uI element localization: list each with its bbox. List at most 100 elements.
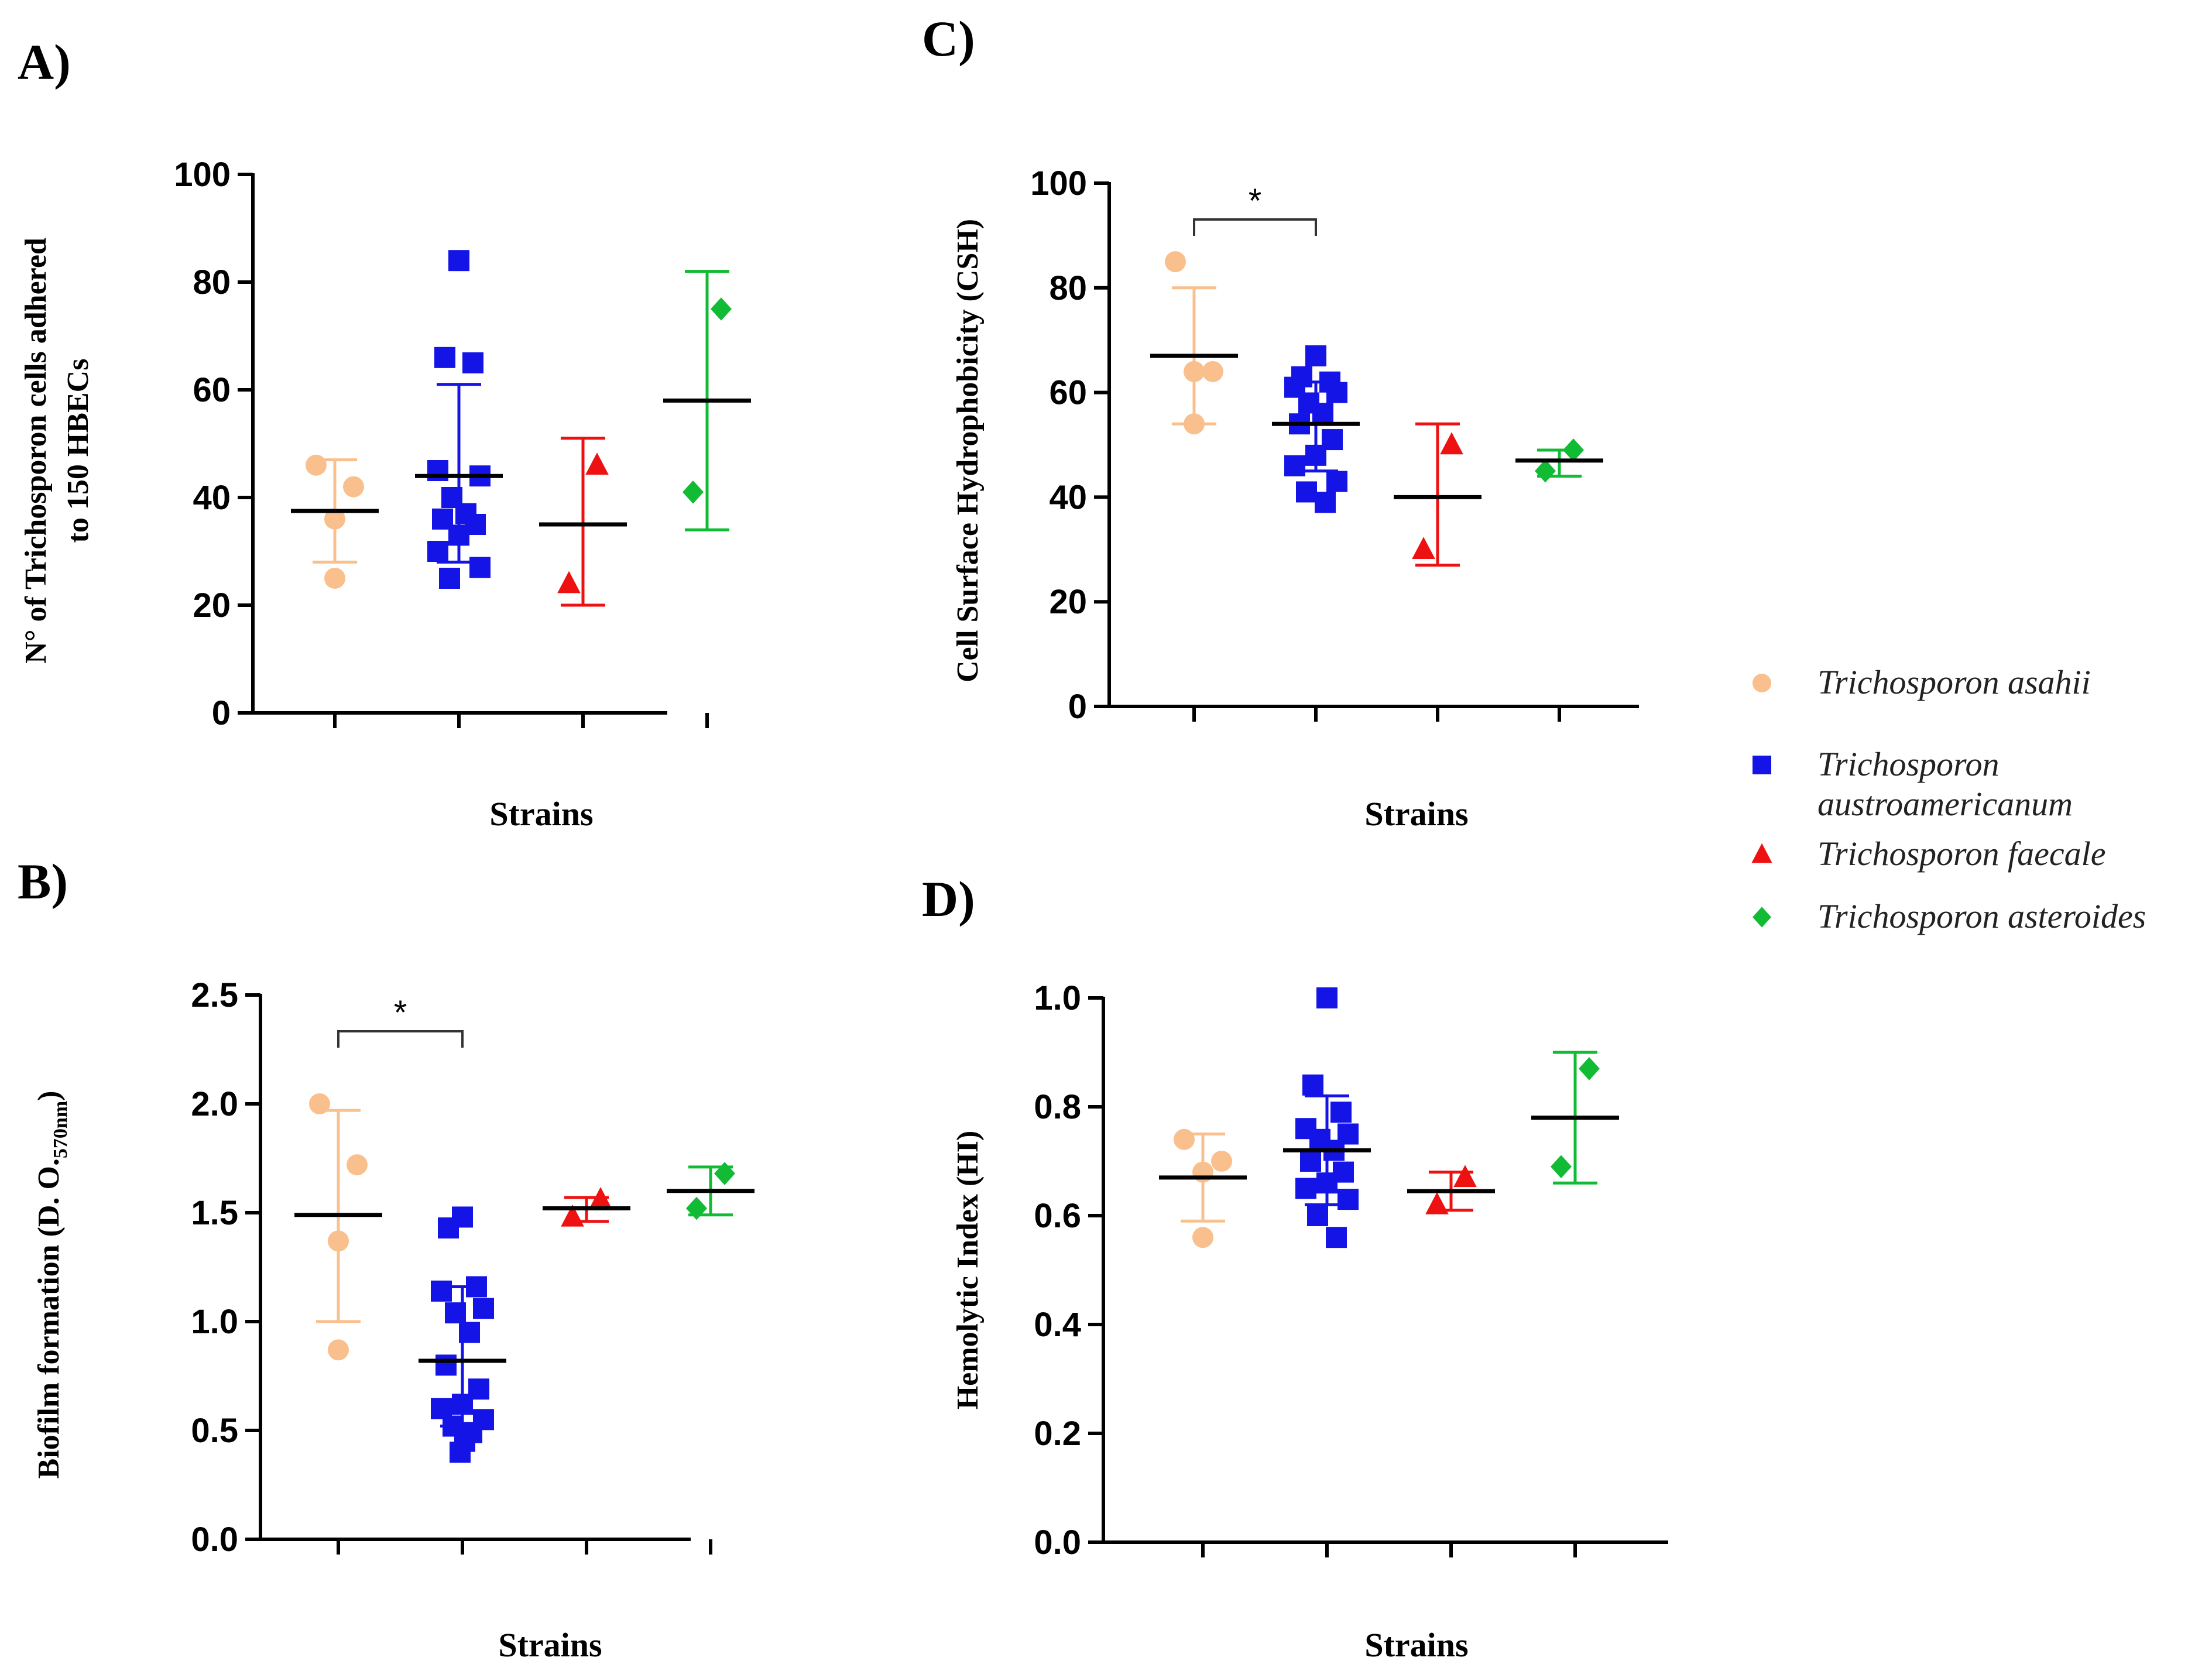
y-tick-label: 20 [193, 586, 231, 625]
data-point [328, 1230, 349, 1252]
legend-marker [1753, 674, 1771, 692]
data-point [1307, 1205, 1328, 1226]
data-point [431, 1280, 452, 1302]
data-point [1453, 1165, 1477, 1188]
y-tick-label: 1.5 [191, 1194, 238, 1232]
group-asahii [291, 454, 379, 589]
data-point [1326, 1227, 1347, 1248]
legend-marker [1753, 756, 1771, 774]
data-point [557, 571, 581, 593]
panel-b: B) Strains Biofilm formation (D. O.570nm… [18, 853, 755, 1664]
panel-b-ylabel-end: ) [32, 1091, 66, 1101]
group-austroamericanum [1272, 345, 1360, 513]
group-faecale [539, 437, 627, 607]
data-point [328, 1339, 349, 1361]
legend-item-asteroides: Trichosporon asteroides [1753, 897, 2146, 935]
group-asteroides [1515, 438, 1603, 483]
group-austroamericanum [1283, 987, 1371, 1248]
y-tick-label: 80 [193, 263, 231, 301]
data-point [439, 568, 460, 589]
legend-item-asahii: Trichosporon asahii [1753, 663, 2091, 701]
data-point [1300, 1151, 1321, 1172]
y-tick-label: 0.6 [1034, 1197, 1081, 1235]
data-point [1302, 1074, 1323, 1096]
y-tick-label: 2.0 [191, 1085, 238, 1123]
panel-a-xlabel: Strains [489, 795, 593, 833]
data-point [1184, 361, 1205, 382]
data-point [462, 352, 483, 373]
data-point [1312, 403, 1333, 424]
data-point [347, 1154, 368, 1176]
group-asteroides [663, 270, 751, 531]
data-point [1315, 492, 1336, 513]
legend-label: Trichosporon asahii [1817, 663, 2091, 701]
y-tick-label: 0 [212, 694, 231, 732]
significance-label: * [1249, 182, 1262, 220]
y-tick-label: 60 [193, 371, 231, 409]
y-tick-label: 0.5 [191, 1412, 238, 1450]
significance-label: * [394, 994, 407, 1032]
data-point [1202, 361, 1223, 382]
panel-d-ylabel: Hemolytic Index (HI) [951, 1131, 985, 1410]
data-point [1440, 432, 1463, 455]
data-point [448, 524, 469, 546]
y-tick-label: 40 [193, 479, 231, 517]
data-point [438, 1217, 459, 1239]
group-austroamericanum [419, 1206, 506, 1463]
data-point [450, 1442, 471, 1463]
data-point [1535, 459, 1556, 483]
data-point [434, 346, 455, 368]
data-point [324, 568, 345, 589]
group-faecale [1407, 1165, 1495, 1214]
panel-b-ylabel-main: Biofilm formation (D. O. [32, 1158, 66, 1478]
y-tick-label: 100 [1030, 164, 1087, 203]
data-point [683, 481, 704, 504]
data-point [1296, 481, 1317, 503]
panel-b-letter: B) [18, 853, 68, 910]
data-point [1316, 1172, 1338, 1194]
data-point [306, 454, 327, 476]
data-point [466, 1276, 487, 1298]
significance-bracket [337, 1030, 464, 1048]
significance-bracket [1193, 218, 1317, 236]
data-point [711, 297, 732, 321]
panel-b-xlabel: Strains [498, 1626, 602, 1664]
legend-item-faecale: Trichosporon faecale [1751, 835, 2105, 873]
legend-label: Trichosporon faecale [1817, 835, 2105, 873]
panel-b-ylabel: Biofilm formation (D. O.570nm) [32, 1091, 71, 1479]
panel-d: D) Strains Hemolytic Index (HI) 0.0 0.2 0.… [922, 871, 1668, 1664]
panel-a: A) Strains N° of Trichosporon cells adhe… [18, 34, 751, 833]
group-asteroides [667, 1162, 755, 1220]
panel-d-xlabel: Strains [1364, 1626, 1468, 1664]
data-point [1563, 438, 1584, 462]
data-point [343, 476, 364, 497]
data-point [324, 508, 345, 530]
data-point [1579, 1057, 1600, 1080]
legend-label: Trichosporon asteroides [1817, 897, 2146, 935]
y-tick-label: 0.2 [1034, 1415, 1081, 1453]
data-point [1425, 1192, 1449, 1214]
legend: Trichosporon asahii Trichosporonaustroame… [1751, 663, 2146, 935]
data-point [1295, 1178, 1316, 1199]
data-point [1174, 1128, 1195, 1150]
data-point [1330, 1102, 1352, 1123]
data-point [435, 1354, 457, 1376]
data-point [445, 1302, 466, 1324]
data-point [585, 452, 609, 475]
legend-label: Trichosporon [1817, 745, 1999, 783]
data-point [473, 1298, 494, 1319]
data-point [427, 541, 448, 562]
y-tick-label: 100 [174, 156, 231, 194]
panel-b-ylabel-sub: 570nm [50, 1101, 71, 1158]
y-tick-label: 0 [1068, 688, 1087, 726]
panel-a-ylabel-line1: N° of Trichosporon cells adhered [19, 238, 53, 664]
legend-label: austroamericanum [1817, 785, 2073, 823]
data-point [561, 1204, 584, 1227]
data-point [1551, 1155, 1572, 1179]
data-point [1338, 1189, 1359, 1210]
y-tick-label: 40 [1049, 478, 1087, 516]
panel-a-ylabel-line2: to 150 HBECs [61, 359, 95, 543]
panel-c-letter: C) [922, 11, 975, 67]
y-tick-label: 20 [1049, 583, 1087, 621]
